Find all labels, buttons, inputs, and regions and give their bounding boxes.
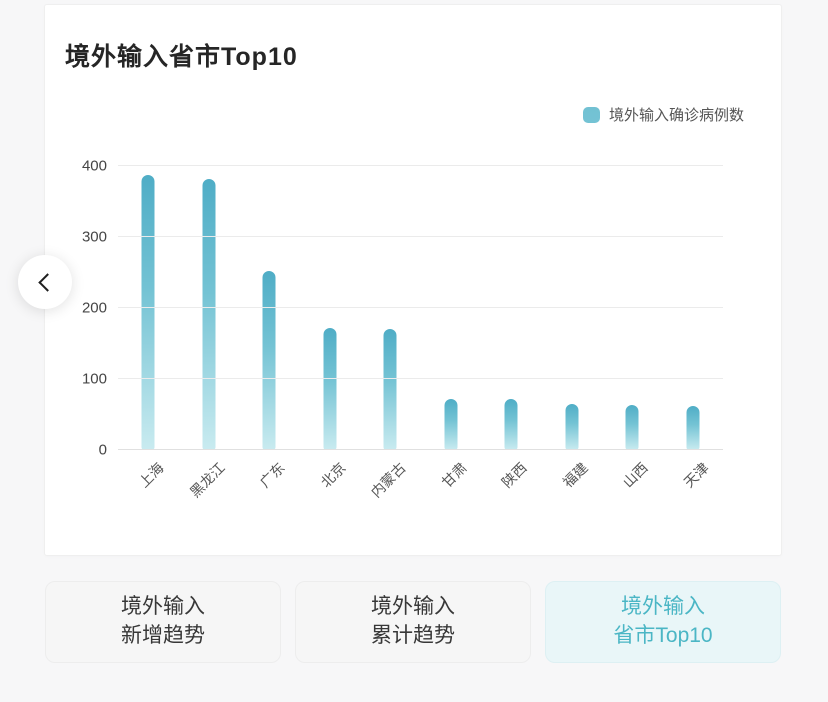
tab-imported-province-top10[interactable]: 境外输入 省市Top10: [545, 581, 781, 663]
gridline: [118, 378, 723, 379]
bar-column: 甘肃: [421, 166, 482, 491]
bar-column: 陕西: [481, 166, 542, 491]
bar-column: 福建: [542, 166, 603, 491]
x-axis-label: 山西: [619, 459, 651, 491]
bar-column: 广东: [239, 166, 300, 491]
tab-label-line2: 省市Top10: [613, 624, 713, 647]
y-axis-tick-label: 200: [81, 299, 107, 317]
prev-button[interactable]: [18, 255, 72, 309]
x-axis-label: 黑龙江: [186, 459, 228, 501]
tab-bar: 境外输入 新增趋势 境外输入 累计趋势 境外输入 省市Top10: [45, 581, 781, 663]
x-axis-label: 陕西: [498, 459, 530, 491]
chart-bar[interactable]: [625, 404, 639, 450]
tab-imported-cumulative-trend[interactable]: 境外输入 累计趋势: [295, 581, 531, 663]
tab-label-line2: 累计趋势: [371, 624, 455, 647]
bar-column: 北京: [300, 166, 361, 491]
bar-column: 山西: [602, 166, 663, 491]
bar-column: 上海: [118, 166, 179, 491]
x-axis-label: 上海: [135, 459, 167, 491]
x-axis-label: 福建: [559, 459, 591, 491]
bar-column: 内蒙古: [360, 166, 421, 500]
legend-swatch-icon: [582, 106, 600, 123]
legend-label: 境外输入确诊病例数: [608, 107, 744, 124]
legend-item[interactable]: 境外输入确诊病例数: [582, 104, 744, 125]
tab-label-line1: 境外输入: [621, 595, 705, 619]
gridline: [118, 236, 723, 237]
x-axis-line: [118, 449, 723, 450]
y-axis-tick-label: 0: [98, 441, 107, 459]
chart-bar[interactable]: [565, 403, 579, 450]
y-axis-tick-label: 100: [81, 370, 107, 388]
y-axis-tick-label: 400: [81, 157, 107, 175]
x-axis-label: 内蒙古: [367, 459, 409, 501]
x-axis-label: 天津: [680, 459, 712, 491]
y-axis-tick-label: 300: [81, 228, 107, 246]
tab-imported-new-trend[interactable]: 境外输入 新增趋势: [45, 581, 281, 663]
chart-bar[interactable]: [383, 329, 397, 450]
chart-card: 境外输入省市Top10 境外输入确诊病例数 0 100 200 300 400 上海 黑龙…: [44, 4, 782, 556]
bar-series: 上海 黑龙江 广东 北京 内蒙古 甘肃 陕西 福建 山西 天津: [118, 166, 724, 500]
x-axis-label: 北京: [317, 459, 349, 491]
chart-bar[interactable]: [323, 327, 337, 450]
chart-bar[interactable]: [202, 178, 216, 450]
chart-bar[interactable]: [504, 398, 518, 450]
x-axis-label: 广东: [256, 459, 288, 491]
gridline: [118, 307, 723, 308]
gridline: [118, 165, 723, 166]
x-axis-label: 甘肃: [438, 459, 470, 491]
tab-label-line1: 境外输入: [121, 595, 205, 619]
chart-bar[interactable]: [262, 271, 276, 450]
plot-area: 上海 黑龙江 广东 北京 内蒙古 甘肃 陕西 福建 山西 天津: [118, 165, 724, 500]
chart-bar[interactable]: [686, 405, 700, 450]
tab-label-line2: 新增趋势: [121, 624, 205, 647]
bar-column: 天津: [663, 166, 724, 491]
chart-bar[interactable]: [444, 398, 458, 450]
chevron-left-icon: [38, 272, 57, 292]
y-axis: 0 100 200 300 400: [45, 158, 107, 459]
bar-column: 黑龙江: [179, 166, 240, 500]
chart-title: 境外输入省市Top10: [65, 43, 298, 71]
tab-label-line1: 境外输入: [371, 595, 455, 619]
chart-bar[interactable]: [141, 175, 155, 450]
